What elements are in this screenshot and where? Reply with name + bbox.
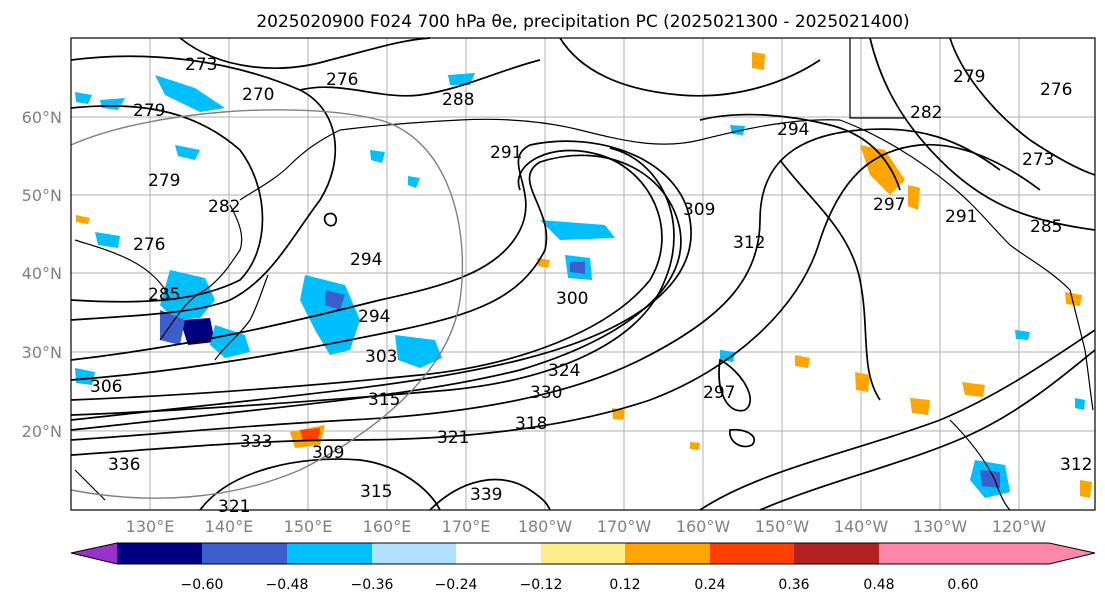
contour-label: 297 xyxy=(873,195,905,215)
contour-label: 291 xyxy=(945,207,977,227)
precip-area xyxy=(155,75,225,112)
colorbar-extend-low xyxy=(71,543,117,564)
colorbar-tick-label: 0.60 xyxy=(947,577,978,593)
colorbar-tick-label: −0.48 xyxy=(266,577,309,593)
contour-label: 306 xyxy=(90,377,122,397)
coastlines xyxy=(74,38,1094,511)
colorbar-tick-label: −0.36 xyxy=(351,577,394,593)
colorbar-segment xyxy=(794,543,879,564)
contour-label: 279 xyxy=(133,101,165,121)
contour-label: 297 xyxy=(703,383,735,403)
colorbar-segment xyxy=(287,543,372,564)
colorbar-tick-label: −0.60 xyxy=(181,577,224,593)
contour-label: 294 xyxy=(777,120,809,140)
contour-label: 315 xyxy=(360,482,392,502)
theta-e-contours xyxy=(70,37,1096,511)
contour-label: 312 xyxy=(733,233,765,253)
precip-area xyxy=(860,145,905,195)
lon-label: 120°W xyxy=(992,517,1047,536)
colorbar-tick-label: −0.24 xyxy=(435,577,478,593)
contour-label: 288 xyxy=(442,90,474,110)
contour-label: 330 xyxy=(530,383,562,403)
contour-label: 270 xyxy=(242,85,274,105)
colorbar-segment xyxy=(456,543,541,564)
lon-label: 130°W xyxy=(913,517,968,536)
lon-label: 160°E xyxy=(363,517,412,536)
contour-label: 276 xyxy=(1040,80,1072,100)
contour-label: 294 xyxy=(350,250,382,270)
lon-label: 140°E xyxy=(205,517,254,536)
colorbar-tick-label: 0.36 xyxy=(778,577,809,593)
contour-label: 324 xyxy=(548,361,580,381)
colorbar-extend-high xyxy=(879,543,1095,564)
contour-label: 276 xyxy=(133,235,165,255)
contour-label: 276 xyxy=(326,70,358,90)
colorbar xyxy=(70,542,1096,565)
contour-label: 294 xyxy=(358,307,390,327)
contour-label: 318 xyxy=(515,414,547,434)
lon-label: 170°W xyxy=(597,517,652,536)
lon-label: 150°W xyxy=(755,517,810,536)
colorbar-tick-label: 0.48 xyxy=(863,577,894,593)
contour-label: 339 xyxy=(470,485,502,505)
colorbar-segment xyxy=(372,543,456,564)
lat-label: 30°N xyxy=(22,343,62,362)
contour-label-group: 273 270 276 279 279 288 291 294 300 309 … xyxy=(90,55,1092,517)
precipitation-shading xyxy=(75,52,1092,498)
lon-label: 130°E xyxy=(126,517,175,536)
colorbar-segment xyxy=(625,543,710,564)
lon-label: 150°E xyxy=(284,517,333,536)
contour-label: 303 xyxy=(365,347,397,367)
contour-label: 282 xyxy=(208,197,240,217)
longitude-labels: 130°E 140°E 150°E 160°E 170°E 180°W 170°… xyxy=(126,517,1047,536)
colorbar-segment xyxy=(541,543,625,564)
map-title: 2025020900 F024 700 hPa θe, precipitatio… xyxy=(256,12,909,32)
colorbar-tick-label: 0.24 xyxy=(694,577,725,593)
lat-label: 40°N xyxy=(22,264,62,283)
lat-label: 50°N xyxy=(22,186,62,205)
contour-label: 312 xyxy=(1060,455,1092,475)
colorbar-tick-label: 0.12 xyxy=(609,577,640,593)
contour-label: 309 xyxy=(312,443,344,463)
contour-label: 285 xyxy=(148,285,180,305)
contour-label: 291 xyxy=(490,143,522,163)
contour-label: 279 xyxy=(148,171,180,191)
colorbar-segment xyxy=(117,543,202,564)
contour-label: 273 xyxy=(185,55,217,75)
map-frame xyxy=(70,37,1096,511)
colorbar-segment xyxy=(202,543,287,564)
contour-label: 321 xyxy=(437,428,469,448)
lat-label: 20°N xyxy=(22,422,62,441)
contour-label: 309 xyxy=(683,200,715,220)
contour-label: 273 xyxy=(1022,150,1054,170)
contour-label: 321 xyxy=(218,497,250,517)
colorbar-outline xyxy=(70,542,1096,565)
domain-outline xyxy=(70,109,464,499)
contour-label: 333 xyxy=(240,432,272,452)
colorbar-ticks: −0.60 −0.48 −0.36 −0.24 −0.12 0.12 0.24 … xyxy=(181,577,979,593)
colorbar-segment xyxy=(710,543,794,564)
contour-label: 279 xyxy=(953,67,985,87)
contour-label: 300 xyxy=(556,289,588,309)
lon-label: 170°E xyxy=(442,517,491,536)
lon-label: 180°W xyxy=(518,517,573,536)
contour-label: 315 xyxy=(368,390,400,410)
contour-label: 285 xyxy=(1030,217,1062,237)
lat-label: 60°N xyxy=(22,108,62,127)
contour-label: 336 xyxy=(108,455,140,475)
lon-label: 140°W xyxy=(834,517,889,536)
contour-label: 282 xyxy=(910,103,942,123)
colorbar-tick-label: −0.12 xyxy=(520,577,563,593)
map-panel: 273 270 276 279 279 288 291 294 300 309 … xyxy=(70,37,1096,517)
lon-label: 160°W xyxy=(676,517,731,536)
latitude-labels: 60°N 50°N 40°N 30°N 20°N xyxy=(22,108,62,441)
